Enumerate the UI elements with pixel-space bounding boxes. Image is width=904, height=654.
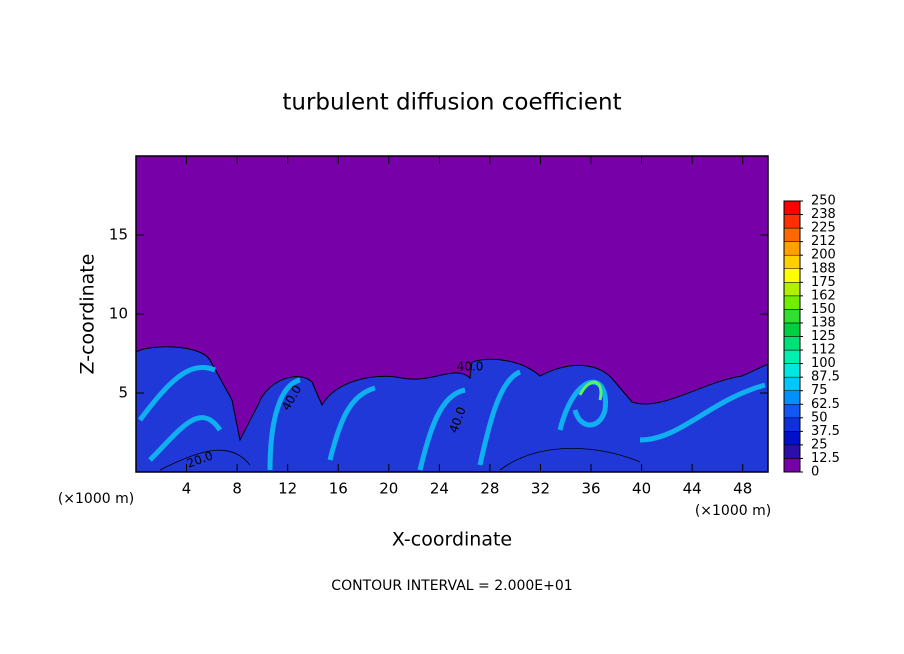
colorbar-frame (783, 200, 801, 473)
colorbar-swatch (783, 322, 801, 337)
colorbar-tick-label: 150 (811, 302, 836, 317)
high-diffusion-streaks (138, 364, 766, 471)
x-tick-label: 48 (733, 480, 752, 498)
y-axis-label: Z-coordinate (77, 254, 99, 375)
colorbar-tick-label: 100 (811, 356, 836, 371)
colorbar-tick-label: 75 (811, 383, 828, 398)
colorbar-swatch (783, 227, 801, 242)
x-tick-label: 12 (278, 480, 297, 498)
colorbar-swatch (783, 268, 801, 283)
y-unit: (×1000 m) (58, 491, 134, 507)
x-tick-label: 20 (379, 480, 398, 498)
colorbar-tick-label: 50 (811, 410, 828, 425)
colorbar-swatch (783, 336, 801, 351)
colorbar-tick-label: 238 (811, 207, 836, 222)
colorbar-tick-label: 188 (811, 261, 836, 276)
colorbar-tick-label: 138 (811, 315, 836, 330)
colorbar-swatch (783, 349, 801, 364)
colorbar-tick-label: 87.5 (811, 370, 840, 385)
colorbar-tick-label: 225 (811, 221, 836, 236)
colorbar-swatch (783, 363, 801, 378)
x-tick-label: 36 (581, 480, 600, 498)
x-tick-label: 16 (329, 480, 348, 498)
x-tick-label: 44 (683, 480, 702, 498)
colorbar-tick-label: 62.5 (811, 397, 840, 412)
colorbar-tick-label: 0 (811, 465, 819, 480)
x-tick-label: 4 (182, 480, 192, 498)
x-tick-label: 24 (430, 480, 449, 498)
footer: CONTOUR INTERVAL = 2.000E+01 (331, 578, 572, 594)
x-tick-label: 28 (480, 480, 499, 498)
contour-label: 40.0 (457, 360, 484, 374)
y-tick-label: 15 (109, 226, 128, 244)
colorbar-tick-label: 175 (811, 275, 836, 290)
field (135, 156, 769, 473)
colorbar-tick-label: 212 (811, 234, 836, 249)
colorbar-tick-label: 250 (811, 194, 836, 209)
colorbar-tick-label: 37.5 (811, 424, 840, 439)
colorbar-swatch (783, 458, 801, 473)
colorbar-swatch (783, 200, 801, 215)
contour-lines (159, 447, 641, 471)
colorbar-tick-label: 25 (811, 437, 828, 452)
colorbar-swatch (783, 241, 801, 256)
turbulent-region (135, 346, 769, 473)
x-tick-label: 8 (232, 480, 242, 498)
colorbar-swatch (783, 404, 801, 419)
x-tick-label: 40 (632, 480, 651, 498)
colorbar-swatch (783, 444, 801, 459)
colorbar-tick-label: 12.5 (811, 451, 840, 466)
colorbar-tick-label: 200 (811, 248, 836, 263)
colorbar-swatch (783, 417, 801, 432)
colorbar-swatch (783, 390, 801, 405)
x-tick-label: 32 (531, 480, 550, 498)
colorbar-swatch (783, 282, 801, 297)
colorbar-swatch (783, 214, 801, 229)
chart-title: turbulent diffusion coefficient (282, 90, 621, 116)
y-tick-label: 10 (109, 305, 128, 323)
colorbar-swatch (783, 295, 801, 310)
colorbar-swatch (783, 431, 801, 446)
colorbar-swatch (783, 254, 801, 269)
colorbar-swatch (783, 309, 801, 324)
peak-streak (578, 381, 603, 401)
colorbar-swatch (783, 376, 801, 391)
y-tick-label: 5 (118, 384, 128, 402)
colorbar-tick-label: 125 (811, 329, 836, 344)
x-unit: (×1000 m) (695, 503, 771, 519)
colorbar-tick-label: 162 (811, 288, 836, 303)
x-axis-label: X-coordinate (392, 529, 512, 551)
colorbar-tick-label: 112 (811, 343, 836, 358)
